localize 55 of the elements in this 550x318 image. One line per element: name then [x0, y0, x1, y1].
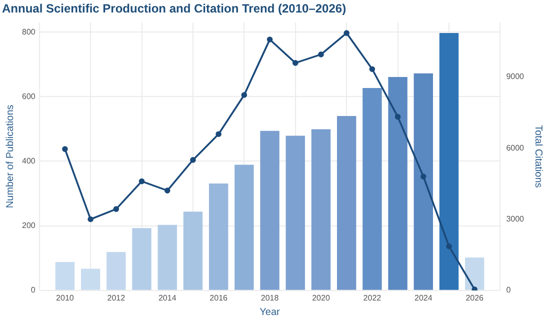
- y2-tick-label: 9000: [506, 72, 525, 82]
- x-tick-label: 2010: [56, 293, 74, 302]
- bar: [336, 116, 356, 290]
- x-tick-label: 2014: [158, 293, 177, 302]
- bar: [158, 224, 177, 290]
- point: [138, 178, 145, 184]
- point: [88, 216, 94, 222]
- point: [216, 131, 222, 138]
- y2-axis-title: Total Citations: [532, 124, 544, 188]
- y-tick-label: 200: [22, 221, 36, 230]
- point: [344, 30, 350, 36]
- bar: [362, 88, 382, 290]
- y2-tick-label: 6000: [506, 143, 525, 152]
- y-tick-label: 0: [30, 286, 36, 295]
- point: [292, 60, 298, 66]
- point: [266, 36, 273, 42]
- point: [420, 174, 426, 180]
- bar: [208, 184, 228, 290]
- x-tick-label: 2018: [260, 293, 280, 302]
- y-axis-title: Number of Publications: [4, 104, 16, 208]
- x-tick-label: 2026: [466, 293, 484, 302]
- bar: [106, 252, 126, 290]
- chart-title: Annual Scientific Production and Citation Trend (2010–2026): [2, 2, 346, 16]
- point: [62, 146, 68, 152]
- x-tick-label: 2012: [107, 293, 126, 302]
- bar: [414, 73, 433, 290]
- x-axis-title: Year: [260, 306, 281, 318]
- point: [394, 114, 401, 120]
- bar: [132, 228, 152, 290]
- point: [318, 52, 324, 58]
- y-tick-label: 800: [22, 27, 36, 36]
- x-tick-label: 2024: [414, 293, 433, 302]
- x-tick-label: 2016: [210, 293, 228, 302]
- bar: [465, 257, 484, 290]
- bar: [286, 136, 305, 290]
- point: [113, 206, 120, 212]
- bar: [439, 33, 459, 290]
- x-tick-label: 2022: [363, 293, 382, 302]
- bar: [234, 164, 254, 290]
- y2-tick-label: 0: [506, 286, 512, 295]
- bar: [55, 262, 75, 290]
- bar: [260, 130, 280, 290]
- bar: [183, 212, 203, 290]
- x-tick-label: 2020: [312, 293, 330, 302]
- point: [241, 92, 248, 98]
- y-tick-label: 600: [22, 92, 36, 101]
- bar: [311, 129, 331, 290]
- point: [190, 157, 196, 163]
- point: [369, 66, 376, 72]
- bar: [80, 268, 100, 290]
- point: [164, 188, 170, 194]
- bar: [388, 76, 408, 290]
- point: [446, 243, 452, 250]
- y2-tick-label: 3000: [506, 214, 525, 224]
- y-tick-label: 400: [22, 156, 36, 166]
